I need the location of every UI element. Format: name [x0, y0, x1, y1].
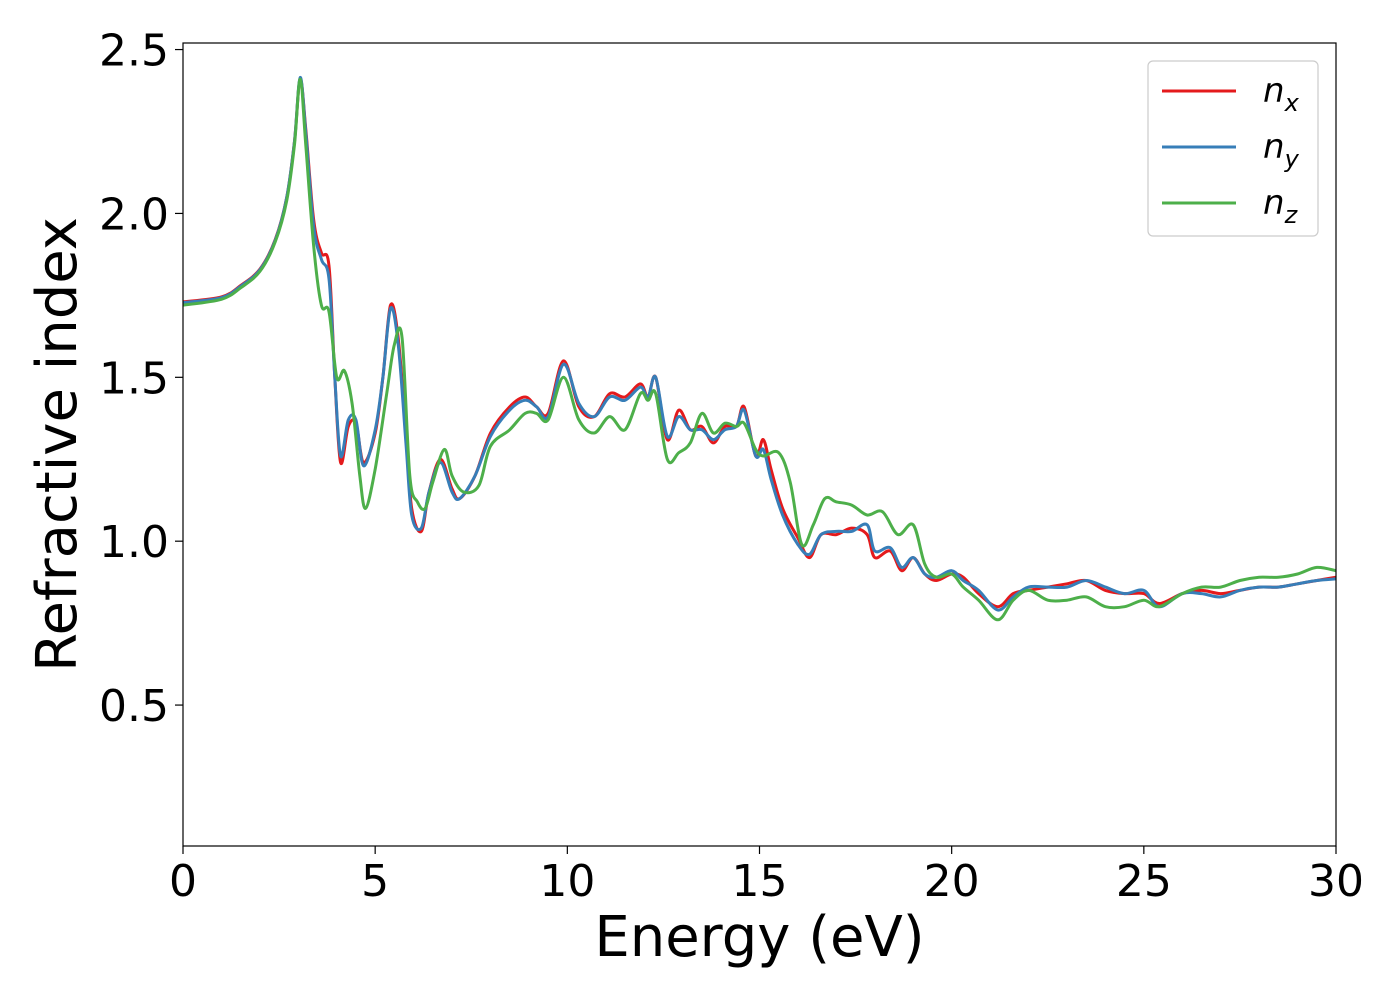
x-tick-label: 15 [732, 856, 788, 907]
legend-label-base: n [1263, 71, 1285, 111]
legend-label-base: n [1263, 183, 1285, 223]
legend-label-subscript: y [1284, 145, 1300, 173]
y-tick-label: 2.0 [99, 189, 169, 240]
x-axis: 0 5 10 15 20 25 30 [169, 846, 1364, 907]
y-tick-label: 1.0 [99, 517, 169, 568]
series-layer [183, 75, 1336, 622]
y-tick-label: 2.5 [99, 26, 169, 77]
y-axis-label: Refractive index [25, 217, 90, 672]
x-tick-label: 30 [1308, 856, 1364, 907]
legend-label-subscript: x [1284, 89, 1300, 117]
x-axis-label: Energy (eV) [594, 905, 924, 970]
y-tick-label: 1.5 [99, 353, 169, 404]
legend-label: ny [1263, 127, 1300, 173]
x-tick-label: 0 [169, 856, 197, 907]
legend-label-base: n [1263, 127, 1285, 167]
x-tick-label: 10 [539, 856, 595, 907]
series-line-n-y [183, 75, 1336, 612]
x-tick-label: 5 [361, 856, 389, 907]
series-line-n-z [183, 77, 1336, 622]
legend-label: nz [1263, 183, 1299, 229]
legend-label: nx [1263, 71, 1300, 117]
y-tick-label: 0.5 [99, 681, 169, 732]
x-tick-label: 20 [924, 856, 980, 907]
x-tick-label: 25 [1116, 856, 1172, 907]
legend-label-subscript: z [1284, 201, 1299, 229]
y-axis: 0.5 1.0 1.5 2.0 2.5 [99, 26, 183, 732]
